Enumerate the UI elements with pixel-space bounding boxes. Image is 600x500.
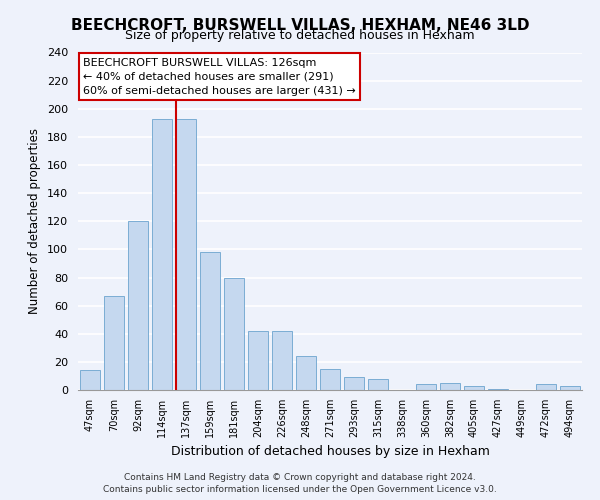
Bar — [536, 384, 556, 390]
Bar — [248, 331, 268, 390]
Bar — [368, 379, 388, 390]
Bar — [416, 384, 436, 390]
Text: BEECHCROFT, BURSWELL VILLAS, HEXHAM, NE46 3LD: BEECHCROFT, BURSWELL VILLAS, HEXHAM, NE4… — [71, 18, 529, 32]
Bar — [464, 386, 484, 390]
Bar — [224, 278, 244, 390]
Bar — [80, 370, 100, 390]
Y-axis label: Number of detached properties: Number of detached properties — [28, 128, 41, 314]
Bar — [152, 118, 172, 390]
Text: Contains HM Land Registry data © Crown copyright and database right 2024.
Contai: Contains HM Land Registry data © Crown c… — [103, 472, 497, 494]
Text: BEECHCROFT BURSWELL VILLAS: 126sqm
← 40% of detached houses are smaller (291)
60: BEECHCROFT BURSWELL VILLAS: 126sqm ← 40%… — [83, 58, 356, 96]
Bar — [176, 118, 196, 390]
Bar — [488, 388, 508, 390]
Bar — [128, 221, 148, 390]
Bar — [344, 378, 364, 390]
Bar — [320, 369, 340, 390]
X-axis label: Distribution of detached houses by size in Hexham: Distribution of detached houses by size … — [170, 446, 490, 458]
Bar — [104, 296, 124, 390]
Bar — [440, 383, 460, 390]
Bar — [296, 356, 316, 390]
Bar — [560, 386, 580, 390]
Bar — [200, 252, 220, 390]
Text: Size of property relative to detached houses in Hexham: Size of property relative to detached ho… — [125, 29, 475, 42]
Bar — [272, 331, 292, 390]
